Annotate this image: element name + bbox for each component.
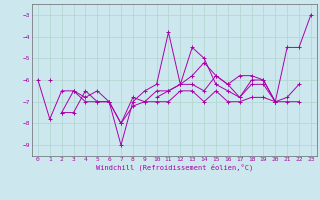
X-axis label: Windchill (Refroidissement éolien,°C): Windchill (Refroidissement éolien,°C) — [96, 164, 253, 171]
